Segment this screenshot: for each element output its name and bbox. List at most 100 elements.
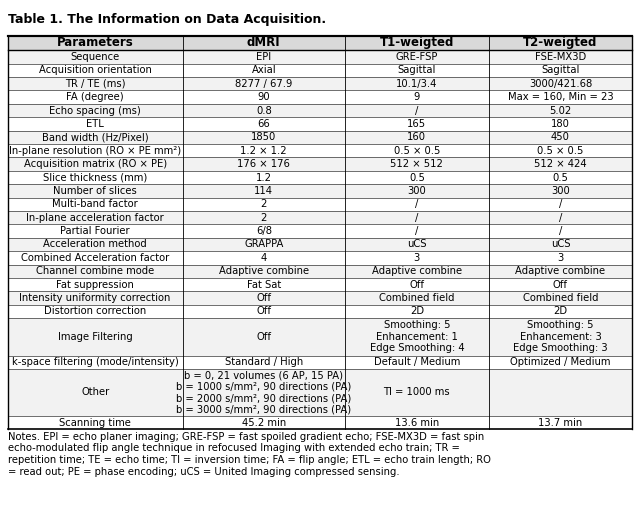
Text: Adaptive combine: Adaptive combine <box>515 266 605 276</box>
Text: dMRI: dMRI <box>247 37 280 49</box>
Text: TR / TE (ms): TR / TE (ms) <box>65 79 125 89</box>
Text: Number of slices: Number of slices <box>53 186 137 196</box>
Text: 0.5 × 0.5: 0.5 × 0.5 <box>538 146 584 156</box>
Text: Fat suppression: Fat suppression <box>56 279 134 290</box>
Bar <box>8 356 632 369</box>
Text: /: / <box>415 199 419 209</box>
Text: Scanning time: Scanning time <box>59 418 131 428</box>
Text: Band width (Hz/Pixel): Band width (Hz/Pixel) <box>42 132 148 142</box>
Text: Table 1. The Information on Data Acquisition.: Table 1. The Information on Data Acquisi… <box>8 13 326 26</box>
Text: Smoothing: 5
Enhancement: 1
Edge Smoothing: 4: Smoothing: 5 Enhancement: 1 Edge Smoothi… <box>369 320 464 354</box>
Text: 176 × 176: 176 × 176 <box>237 159 290 169</box>
Text: 180: 180 <box>551 119 570 129</box>
Text: 13.7 min: 13.7 min <box>538 418 582 428</box>
Text: Off: Off <box>256 332 271 342</box>
Text: /: / <box>415 213 419 223</box>
Text: GRAPPA: GRAPPA <box>244 239 284 249</box>
Text: ETL: ETL <box>86 119 104 129</box>
Text: 512 × 424: 512 × 424 <box>534 159 587 169</box>
Text: FSE-MX3D: FSE-MX3D <box>535 52 586 62</box>
Bar <box>8 278 632 291</box>
Bar <box>8 117 632 131</box>
Text: Multi-band factor: Multi-band factor <box>52 199 138 209</box>
Bar <box>8 131 632 144</box>
Text: 10.1/3.4: 10.1/3.4 <box>396 79 438 89</box>
Text: 450: 450 <box>551 132 570 142</box>
Text: 1.2: 1.2 <box>256 173 272 182</box>
Text: Adaptive combine: Adaptive combine <box>219 266 309 276</box>
Text: uCS: uCS <box>407 239 427 249</box>
Text: uCS: uCS <box>551 239 570 249</box>
Text: Combined field: Combined field <box>523 293 598 303</box>
Text: /: / <box>559 199 562 209</box>
Text: /: / <box>559 213 562 223</box>
Text: Acquisition matrix (RO × PE): Acquisition matrix (RO × PE) <box>24 159 166 169</box>
Bar <box>8 171 632 184</box>
Text: Off: Off <box>256 293 271 303</box>
Bar <box>8 211 632 225</box>
Text: Parameters: Parameters <box>57 37 134 49</box>
Text: 1.2 × 1.2: 1.2 × 1.2 <box>241 146 287 156</box>
Bar <box>8 369 632 416</box>
Text: Off: Off <box>256 306 271 316</box>
Text: Max = 160, Min = 23: Max = 160, Min = 23 <box>508 92 613 102</box>
Text: Channel combine mode: Channel combine mode <box>36 266 154 276</box>
Text: 114: 114 <box>254 186 273 196</box>
Text: 300: 300 <box>551 186 570 196</box>
Text: EPI: EPI <box>256 52 271 62</box>
Text: 2D: 2D <box>554 306 568 316</box>
Bar <box>8 251 632 265</box>
Text: 0.5: 0.5 <box>409 173 425 182</box>
Text: T1-weigted: T1-weigted <box>380 37 454 49</box>
Text: 300: 300 <box>408 186 426 196</box>
Text: Optimized / Medium: Optimized / Medium <box>510 357 611 367</box>
Text: 9: 9 <box>413 92 420 102</box>
Text: 160: 160 <box>407 132 426 142</box>
Text: k-space filtering (mode/intensity): k-space filtering (mode/intensity) <box>12 357 179 367</box>
Bar <box>8 157 632 171</box>
Bar <box>8 265 632 278</box>
Text: Axial: Axial <box>252 66 276 75</box>
Text: Default / Medium: Default / Medium <box>374 357 460 367</box>
Text: In-plane resolution (RO × PE mm²): In-plane resolution (RO × PE mm²) <box>9 146 181 156</box>
Text: 6/8: 6/8 <box>256 226 272 236</box>
Text: Distortion correction: Distortion correction <box>44 306 147 316</box>
Text: 90: 90 <box>257 92 270 102</box>
Text: 2: 2 <box>260 213 267 223</box>
Text: TI = 1000 ms: TI = 1000 ms <box>383 388 450 397</box>
Text: 512 × 512: 512 × 512 <box>390 159 444 169</box>
Text: Intensity uniformity correction: Intensity uniformity correction <box>19 293 171 303</box>
Text: 3: 3 <box>413 253 420 263</box>
Text: Combined Acceleration factor: Combined Acceleration factor <box>21 253 169 263</box>
Text: 5.02: 5.02 <box>549 106 572 115</box>
Text: Echo spacing (ms): Echo spacing (ms) <box>49 106 141 115</box>
Bar <box>8 36 632 50</box>
Bar <box>8 77 632 90</box>
Text: Sagittal: Sagittal <box>541 66 580 75</box>
Text: Slice thickness (mm): Slice thickness (mm) <box>43 173 147 182</box>
Text: Fat Sat: Fat Sat <box>246 279 281 290</box>
Text: 165: 165 <box>407 119 426 129</box>
Text: Acceleration method: Acceleration method <box>44 239 147 249</box>
Text: 0.8: 0.8 <box>256 106 271 115</box>
Text: Image Filtering: Image Filtering <box>58 332 132 342</box>
Text: /: / <box>415 106 419 115</box>
Text: Standard / High: Standard / High <box>225 357 303 367</box>
Text: Smoothing: 5
Enhancement: 3
Edge Smoothing: 3: Smoothing: 5 Enhancement: 3 Edge Smoothi… <box>513 320 608 354</box>
Bar <box>8 144 632 157</box>
Bar <box>8 104 632 117</box>
Text: b = 0, 21 volumes (6 AP, 15 PA)
b = 1000 s/mm², 90 directions (PA)
b = 2000 s/mm: b = 0, 21 volumes (6 AP, 15 PA) b = 1000… <box>176 370 351 415</box>
Text: Off: Off <box>410 279 424 290</box>
Bar <box>8 238 632 251</box>
Bar <box>8 198 632 211</box>
Text: T2-weigted: T2-weigted <box>524 37 598 49</box>
Text: 8277 / 67.9: 8277 / 67.9 <box>235 79 292 89</box>
Text: 66: 66 <box>257 119 270 129</box>
Bar <box>8 416 632 429</box>
Text: GRE-FSP: GRE-FSP <box>396 52 438 62</box>
Text: Sequence: Sequence <box>70 52 120 62</box>
Bar <box>8 225 632 238</box>
Text: 4: 4 <box>260 253 267 263</box>
Text: Acquisition orientation: Acquisition orientation <box>38 66 152 75</box>
Bar <box>8 90 632 104</box>
